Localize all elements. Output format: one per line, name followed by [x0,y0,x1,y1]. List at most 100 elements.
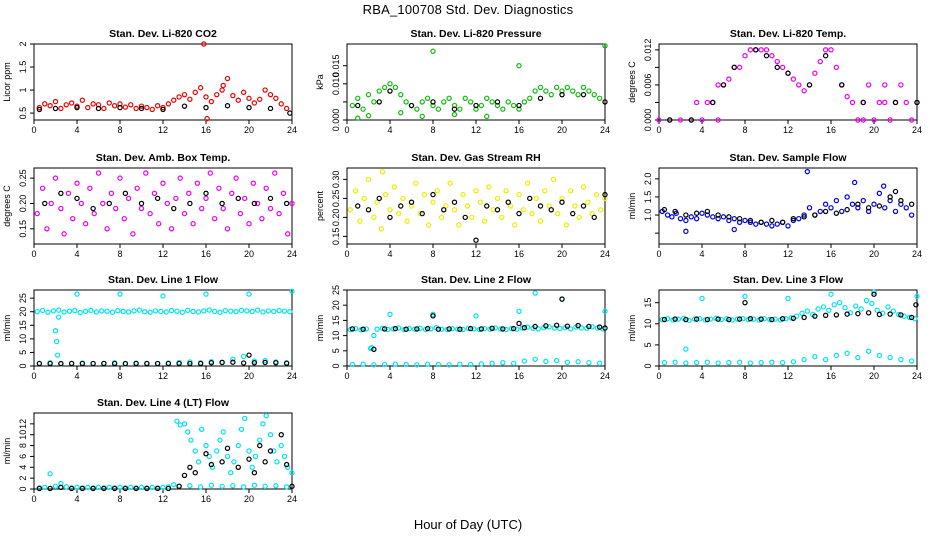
data-point [473,188,479,194]
summary-point [500,326,506,332]
summary-point [580,91,587,98]
summary-point [376,99,382,105]
x-tick-label: 12 [471,249,481,259]
data-point [206,307,212,313]
data-point [194,180,201,186]
summary-point [822,208,829,215]
data-point [58,105,64,112]
data-point [769,359,775,365]
summary-point [478,326,485,332]
x-tick-label: 12 [158,371,168,381]
data-point [231,459,237,465]
data-point [138,205,145,212]
x-tick-label: 4 [387,125,392,135]
y-tick-label: 2 [18,476,28,481]
panel-title: Stan. Dev. Line 2 Flow [421,274,532,286]
data-point [460,191,466,198]
data-point [898,82,904,88]
data-point [66,308,73,314]
x-tick-label: 8 [117,371,122,381]
data-point [774,221,780,227]
summary-point [704,208,711,215]
summary-point [484,203,490,209]
y-tick-label: 0 [331,363,341,368]
summary-point [876,203,883,209]
data-point [675,316,682,322]
summary-point [913,302,919,308]
data-point [550,176,557,183]
data-point [179,309,186,315]
data-point [812,354,818,360]
summary-point [133,485,139,492]
summary-point [704,316,711,323]
data-point [521,358,528,364]
x-tick-label: 24 [287,371,297,381]
summary-point [246,352,252,358]
summary-point [403,326,409,332]
data-point [278,101,284,107]
x-tick-label: 0 [656,371,661,381]
x-tick-label: 16 [826,249,836,259]
data-point [831,302,837,308]
data-point [198,426,205,432]
data-point [374,326,380,332]
data-point [494,195,501,202]
data-point [220,82,226,89]
data-point [259,215,265,222]
x-tick-label: 24 [912,371,922,381]
data-point [385,326,391,333]
data-point [154,103,161,109]
data-point [412,326,418,332]
summary-point [424,325,431,332]
data-point [734,316,741,322]
y-tick-label: 20 [331,300,341,310]
y-tick-label: 5 [18,350,28,355]
summary-point [860,99,866,106]
summary-point [349,326,356,332]
data-point [548,91,554,98]
summary-point [262,359,268,366]
data-point [273,95,279,102]
y-tick-label: 2.0 [643,173,653,186]
data-point [576,214,582,221]
summary-point [790,315,797,321]
panel-title: Stan. Dev. Li-820 Temp. [730,28,846,40]
data-point [207,170,213,176]
data-point [863,297,870,304]
data-point [524,180,531,186]
data-point [457,361,463,367]
data-point [428,326,434,332]
data-point [677,117,684,123]
summary-point [683,316,689,323]
y-tick-label: 5 [643,342,653,347]
x-tick-label: 12 [783,371,793,381]
summary-point [785,70,791,76]
data-point [478,361,485,367]
data-point [430,199,436,205]
data-point [117,291,123,297]
x-tick-label: 24 [600,125,610,135]
y-tick-label: 1.0 [643,209,653,222]
y-tick-label: 0.20 [331,209,341,227]
data-point [206,453,212,460]
plot-frame [658,289,918,367]
data-point [164,200,170,207]
summary-point [203,451,209,457]
data-point [602,43,608,49]
data-point [555,210,561,217]
summary-point [246,456,252,462]
x-tick-label: 8 [430,371,435,381]
data-point [726,76,732,82]
x-tick-label: 20 [244,371,254,381]
panel-title: Stan. Dev. Line 1 Flow [108,274,219,286]
summary-point [747,217,754,224]
data-point [853,303,859,309]
data-point [906,314,913,321]
data-point [85,484,91,491]
data-point [801,356,807,363]
data-point [254,307,261,313]
data-point [736,359,743,365]
data-point [456,222,462,228]
data-point [699,210,705,216]
data-point [271,448,277,454]
